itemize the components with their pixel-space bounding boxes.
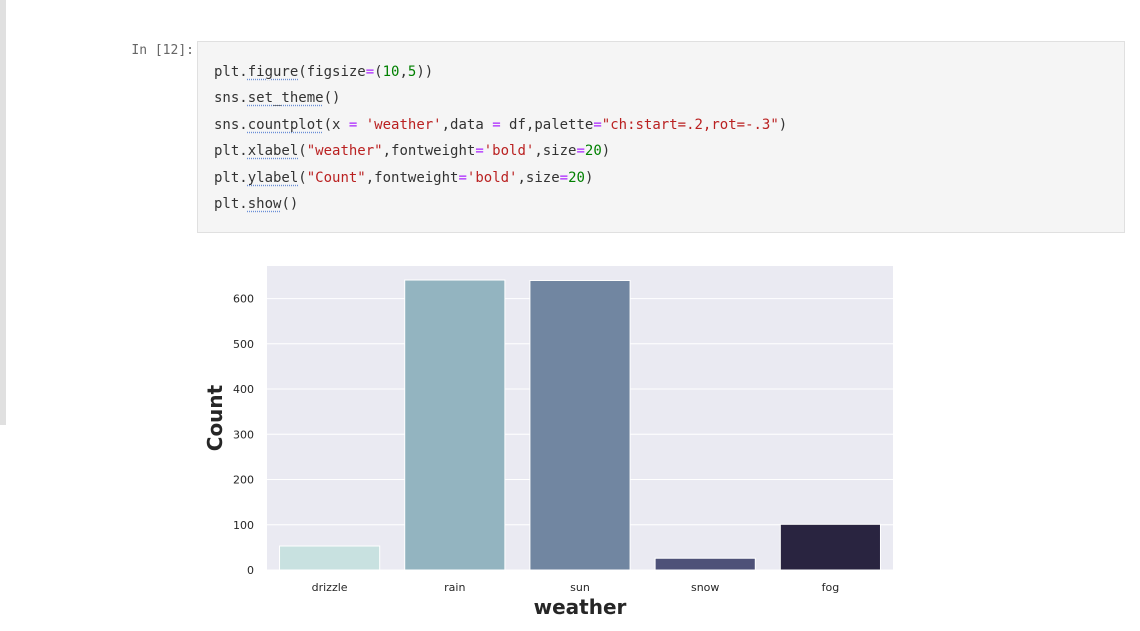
- code-token: "ch:start=.2,rot=-.3": [601, 117, 779, 133]
- code-token: =: [559, 170, 569, 186]
- code-token: show: [247, 196, 282, 212]
- bar-fog: [779, 523, 881, 571]
- code-line: plt.xlabel("weather",fontweight='bold',s…: [214, 140, 610, 162]
- x-tick-label: rain: [444, 581, 465, 594]
- cell-prompt: In [12]:: [131, 43, 194, 58]
- code-token: )): [416, 64, 434, 80]
- code-token: 20: [568, 170, 585, 186]
- code-token: =: [365, 64, 375, 80]
- y-tick-label: 400: [233, 383, 254, 396]
- code-line: sns.set_theme(): [214, 87, 340, 109]
- code-cell-input[interactable]: plt.figure(figsize=(10,5)) sns.set_theme(…: [197, 41, 1125, 233]
- y-axis-label: Count: [203, 384, 227, 451]
- code-token: "Count": [306, 170, 366, 186]
- x-tick-label: drizzle: [312, 581, 348, 594]
- code-token: (x: [323, 117, 349, 133]
- code-token: set_theme: [247, 90, 324, 106]
- code-token: sns.: [214, 90, 248, 106]
- code-token: ,fontweight: [365, 170, 459, 186]
- code-token: ,fontweight: [382, 143, 476, 159]
- countplot-chart: 0 100 200 300 400 500 600 drizzle rain sun snow fog…: [203, 266, 893, 619]
- y-tick-label: 600: [233, 293, 254, 306]
- code-token: (): [323, 90, 341, 106]
- y-tick-label: 100: [233, 519, 254, 532]
- code-token: ,size: [517, 170, 560, 186]
- code-token: =: [576, 143, 585, 159]
- code-token: =: [348, 117, 358, 133]
- code-token: countplot: [247, 117, 324, 133]
- code-token: 'weather': [365, 117, 442, 133]
- code-token: plt.: [214, 170, 248, 186]
- code-token: ): [584, 170, 594, 186]
- code-token: =: [593, 117, 602, 133]
- bar-drizzle: [279, 545, 381, 571]
- cell-output: 0 100 200 300 400 500 600 drizzle rain sun snow fog…: [195, 258, 915, 627]
- code-token: 'bold': [483, 143, 535, 159]
- code-token: xlabel: [247, 143, 299, 159]
- code-token: ): [601, 143, 611, 159]
- code-token: (): [281, 196, 299, 212]
- x-tick-label: snow: [691, 581, 719, 594]
- code-token: (figsize: [298, 64, 366, 80]
- y-tick-label: 500: [233, 338, 254, 351]
- code-token: =: [458, 170, 467, 186]
- code-token: plt.: [214, 196, 248, 212]
- code-token: =: [492, 117, 501, 133]
- code-token: "weather": [306, 143, 383, 159]
- code-token: sns.: [214, 117, 248, 133]
- code-token: plt.: [214, 64, 248, 80]
- code-line: plt.ylabel("Count",fontweight='bold',siz…: [214, 167, 593, 189]
- notebook-left-border: [0, 0, 6, 425]
- y-tick-label: 300: [233, 428, 254, 441]
- code-token: =: [475, 143, 484, 159]
- code-token: 20: [584, 143, 602, 159]
- y-tick-label: 200: [233, 474, 254, 487]
- code-token: df,palette: [500, 117, 594, 133]
- code-token: ,size: [534, 143, 577, 159]
- code-token: ,: [399, 64, 408, 80]
- code-token: ylabel: [247, 170, 299, 186]
- code-line: plt.figure(figsize=(10,5)): [214, 61, 433, 83]
- code-token: (: [298, 143, 307, 159]
- x-axis-label: weather: [534, 595, 627, 619]
- y-tick-label: 0: [247, 564, 254, 577]
- bar-rain: [404, 279, 506, 571]
- x-tick-label: fog: [822, 581, 840, 594]
- code-token: (: [374, 64, 383, 80]
- bar-sun: [529, 279, 631, 571]
- code-token: 10: [382, 64, 400, 80]
- code-token: 'bold': [466, 170, 518, 186]
- code-line: plt.show(): [214, 193, 298, 215]
- code-token: [357, 117, 365, 133]
- bar-snow: [654, 557, 756, 571]
- code-token: (: [298, 170, 307, 186]
- x-tick-label: sun: [570, 581, 590, 594]
- code-token: ,data: [441, 117, 493, 133]
- code-token: plt.: [214, 143, 248, 159]
- code-token: ): [778, 117, 788, 133]
- code-line: sns.countplot(x = 'weather',data = df,pa…: [214, 114, 787, 136]
- code-token: 5: [407, 64, 417, 80]
- code-token: figure: [247, 64, 299, 80]
